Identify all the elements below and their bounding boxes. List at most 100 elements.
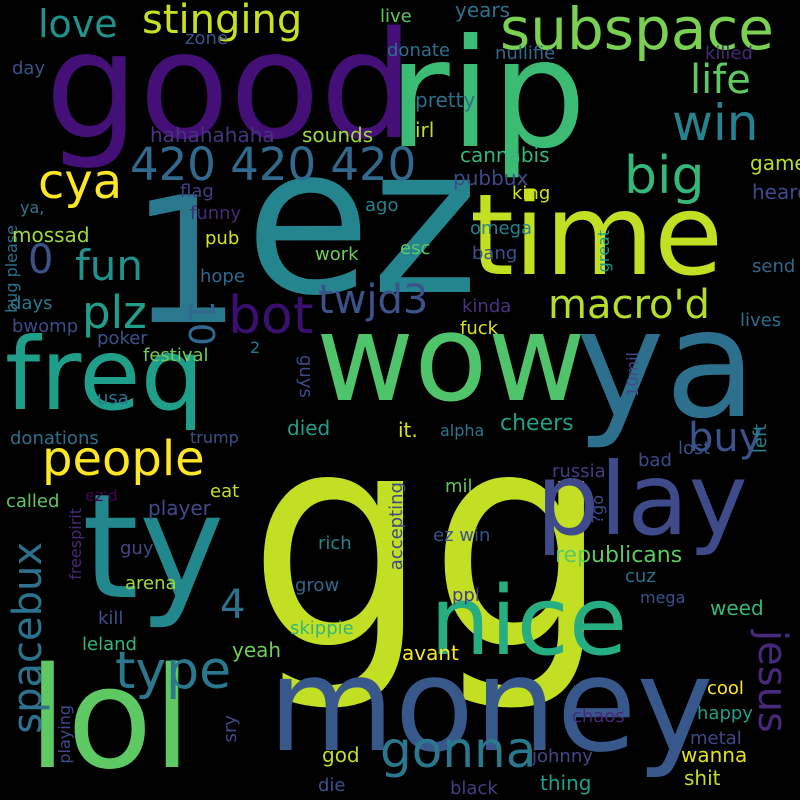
word: omega bbox=[470, 218, 533, 239]
word: metal bbox=[690, 728, 742, 749]
word: guy bbox=[120, 538, 154, 559]
word: usa bbox=[97, 388, 129, 409]
word: 2 bbox=[250, 338, 261, 357]
word: avant bbox=[402, 641, 459, 665]
word: wanna bbox=[681, 743, 748, 767]
word: 1 bbox=[130, 161, 242, 364]
word: lives bbox=[740, 310, 782, 331]
word: republicans bbox=[555, 543, 683, 568]
word: 4 bbox=[220, 582, 246, 628]
word: pretty bbox=[415, 88, 476, 112]
word: ya, bbox=[20, 198, 45, 217]
word: lol bbox=[28, 638, 192, 800]
word: wow bbox=[316, 290, 586, 429]
word: ez win bbox=[433, 525, 491, 546]
word: cheers bbox=[500, 411, 574, 436]
word: good bbox=[45, 0, 414, 172]
word: ez bbox=[245, 103, 479, 341]
word: live bbox=[380, 6, 412, 27]
word: macro'd bbox=[548, 282, 710, 328]
word: god bbox=[322, 743, 360, 767]
word: weed bbox=[710, 596, 764, 620]
word: died bbox=[287, 416, 331, 440]
word: playing bbox=[55, 705, 74, 764]
word: days bbox=[10, 293, 53, 314]
word: it. bbox=[398, 418, 418, 442]
word: freespirit bbox=[66, 508, 85, 580]
word: mil bbox=[445, 476, 473, 497]
word: mossad bbox=[12, 223, 90, 247]
word: time bbox=[470, 171, 724, 301]
word: hope bbox=[200, 266, 245, 287]
word: subspace bbox=[500, 0, 774, 63]
word: funny bbox=[190, 203, 242, 224]
word: cuz bbox=[625, 566, 656, 587]
word: pub bbox=[205, 228, 240, 249]
word: nullifie bbox=[495, 43, 556, 64]
word: happy bbox=[697, 703, 753, 724]
word: rich bbox=[318, 533, 352, 554]
word: accepting bbox=[386, 482, 407, 571]
word: ty bbox=[82, 463, 225, 632]
word: kinda bbox=[462, 296, 512, 317]
word: guys bbox=[295, 355, 316, 398]
word: flag bbox=[180, 181, 214, 202]
word: killed bbox=[705, 43, 753, 64]
word: gg bbox=[248, 367, 610, 716]
word: rip bbox=[388, 8, 587, 182]
word: thing bbox=[540, 771, 592, 795]
word: eat bbox=[210, 481, 240, 502]
word: donate bbox=[387, 40, 451, 61]
word: black bbox=[450, 778, 498, 799]
word: trump bbox=[190, 428, 239, 447]
word: skippie bbox=[290, 618, 354, 639]
word: yeah bbox=[232, 638, 282, 662]
word: alpha bbox=[440, 421, 485, 440]
word: game bbox=[750, 151, 800, 175]
word: bad bbox=[638, 450, 672, 471]
word: 10 bbox=[180, 300, 221, 346]
word: russia bbox=[552, 461, 606, 482]
word: player bbox=[148, 496, 211, 520]
word: win bbox=[672, 94, 759, 152]
word: send bbox=[752, 256, 796, 277]
word: buy bbox=[688, 415, 763, 461]
word: cannabis bbox=[460, 143, 550, 167]
word: spacebux bbox=[5, 542, 51, 734]
word: arena bbox=[125, 573, 177, 594]
word: 10mil bbox=[623, 352, 642, 397]
word: ppl bbox=[452, 585, 480, 606]
word: leland bbox=[82, 634, 137, 655]
word: bot bbox=[228, 286, 314, 346]
word: festival bbox=[143, 345, 209, 366]
word: johnny bbox=[532, 746, 593, 767]
word: sounds bbox=[302, 123, 374, 147]
word: lost bbox=[678, 438, 711, 459]
word: love bbox=[38, 2, 118, 46]
word: mega bbox=[640, 588, 686, 607]
word: money bbox=[268, 629, 714, 781]
word: plz bbox=[82, 286, 147, 339]
word: esc bbox=[400, 238, 431, 259]
word: king bbox=[512, 183, 551, 204]
word: donations bbox=[10, 428, 99, 449]
word: fuck bbox=[460, 318, 499, 339]
word: zone bbox=[185, 28, 228, 49]
word: life bbox=[690, 57, 751, 103]
word: jesus bbox=[749, 630, 795, 733]
word: 0 bbox=[28, 237, 54, 283]
word: years bbox=[455, 0, 511, 22]
word: stinging bbox=[142, 0, 303, 43]
word: people bbox=[42, 431, 205, 487]
word: left bbox=[750, 424, 771, 454]
word: fun bbox=[75, 241, 144, 290]
word: sry bbox=[220, 715, 241, 743]
word: hahahahaha bbox=[150, 123, 275, 147]
word: poker bbox=[97, 328, 148, 349]
word: nice bbox=[430, 567, 628, 677]
word: bang bbox=[472, 243, 518, 264]
word: ago bbox=[365, 195, 399, 216]
word: die bbox=[318, 775, 346, 796]
word: chaos bbox=[572, 706, 625, 727]
